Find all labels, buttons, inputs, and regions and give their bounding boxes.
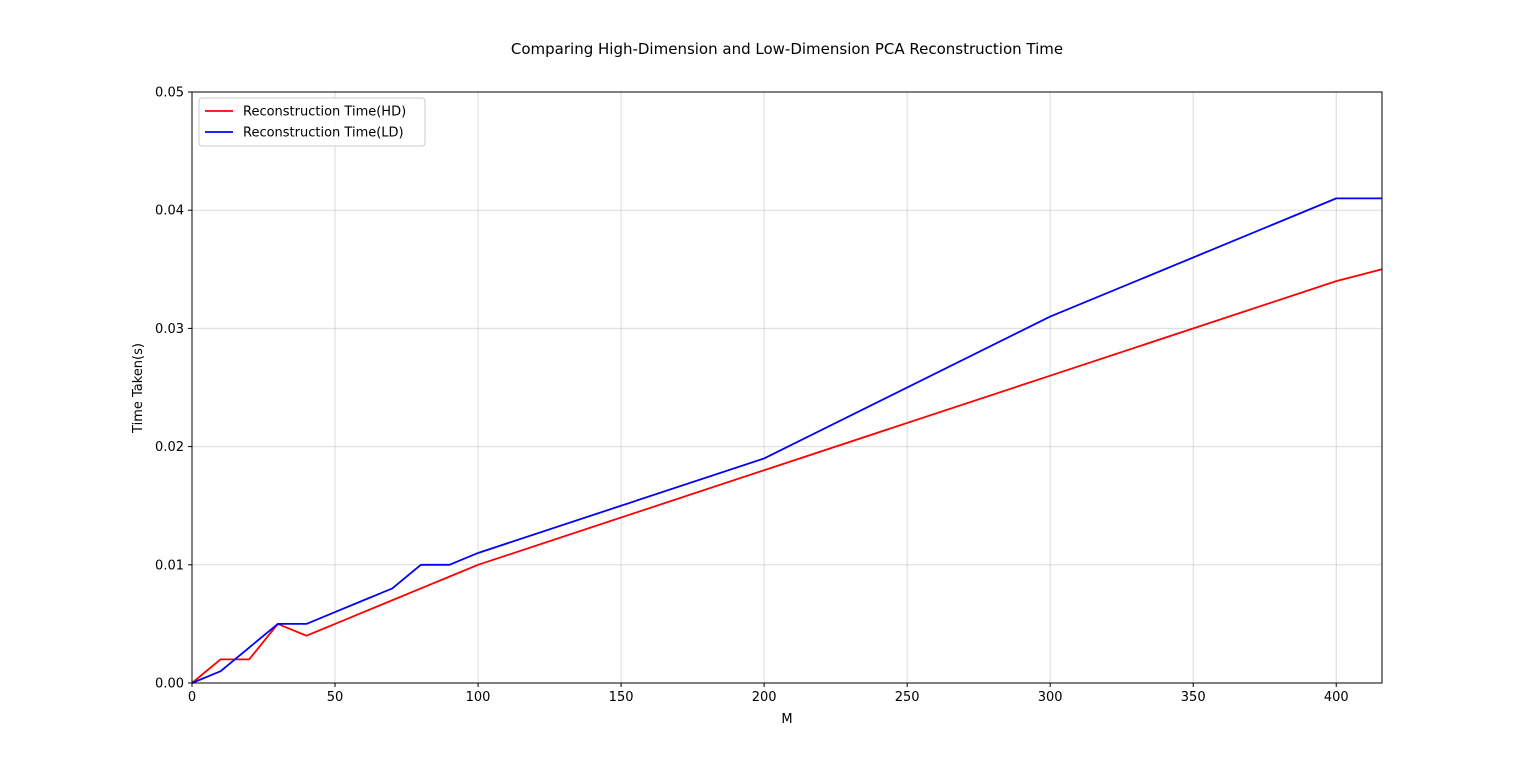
legend-label: Reconstruction Time(LD) [243, 126, 404, 141]
x-tick-label: 150 [609, 690, 634, 705]
x-tick-label: 300 [1038, 690, 1063, 705]
legend-label: Reconstruction Time(HD) [243, 105, 406, 120]
grid [192, 92, 1382, 683]
chart-title: Comparing High-Dimension and Low-Dimensi… [511, 40, 1063, 58]
x-tick-label: 50 [327, 690, 344, 705]
x-tick-label: 250 [895, 690, 920, 705]
x-tick-label: 350 [1181, 690, 1206, 705]
plot-frame [191, 91, 1383, 684]
y-tick-label: 0.01 [155, 558, 184, 573]
x-tick-label: 0 [188, 690, 196, 705]
y-tick-label: 0.03 [155, 322, 184, 337]
y-tick-label: 0.05 [155, 86, 184, 101]
series-lines [191, 197, 1383, 684]
y-tick-label: 0.02 [155, 440, 184, 455]
y-axis-label: Time Taken(s) [131, 343, 146, 434]
x-axis-label: M [781, 712, 792, 727]
series-line-hd [191, 268, 1383, 684]
x-tick-label: 400 [1324, 690, 1349, 705]
y-tick-label: 0.04 [155, 204, 184, 219]
axis-ticks: 0 50 100 150 200 250 300 350 400 0.00 0.01 0.02 0.03… [155, 86, 1349, 706]
x-tick-label: 100 [466, 690, 491, 705]
legend: Reconstruction Time(HD) Reconstruction Ti… [198, 97, 426, 147]
y-tick-label: 0.00 [155, 677, 184, 692]
legend-box [198, 97, 426, 147]
x-tick-label: 200 [752, 690, 777, 705]
series-line-ld [191, 197, 1382, 684]
